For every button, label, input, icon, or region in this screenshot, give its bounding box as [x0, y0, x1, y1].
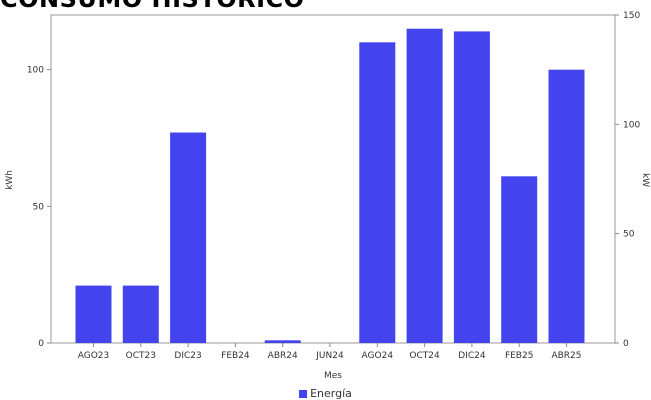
legend-swatch: [299, 390, 308, 398]
chart-title: CONSUMO HISTÓRICO: [0, 0, 305, 13]
x-tick-label: AGO24: [362, 351, 394, 361]
bars-group: [75, 28, 585, 344]
y-axis-right-title: kW: [640, 173, 650, 187]
y-right-tick-label: 100: [623, 120, 640, 130]
x-tick-label: OCT24: [409, 351, 440, 361]
y-right-tick-label: 150: [623, 11, 640, 21]
y-right-tick-label: 0: [623, 339, 629, 349]
x-tick-label: OCT23: [126, 351, 156, 361]
x-tick-label: AGO23: [78, 351, 110, 361]
bar-feb25: [501, 176, 538, 343]
x-tick-label: FEB25: [505, 351, 534, 361]
x-tick-label: JUN24: [315, 351, 344, 361]
y-axis-left: 0 50 100: [27, 66, 51, 349]
bar-dic23: [170, 132, 207, 343]
legend-label: Energía: [310, 387, 352, 400]
bar-oct24: [406, 28, 443, 343]
bar-abr25: [548, 69, 585, 343]
y-left-tick-label: 0: [38, 339, 44, 349]
x-axis: AGO23 OCT23 DIC23 FEB24 ABR24 JUN24 AGO24 OCT24…: [78, 343, 582, 361]
y-left-tick-label: 50: [33, 202, 45, 212]
bar-ago24: [359, 42, 396, 344]
legend: Energía: [0, 387, 651, 400]
bar-ago23: [75, 285, 112, 343]
y-axis-right: 0 50 100 150: [615, 11, 640, 349]
y-right-tick-label: 50: [623, 230, 635, 240]
bar-dic24: [453, 31, 490, 344]
y-left-tick-label: 100: [27, 66, 44, 76]
x-tick-label: ABR25: [551, 351, 581, 361]
x-tick-label: FEB24: [221, 351, 250, 361]
bar-abr24: [264, 340, 301, 343]
x-tick-label: DIC23: [174, 351, 201, 361]
bar-oct23: [122, 285, 159, 343]
bar-chart: 0 50 100 0 50 100 150 AGO23 OCT23 DIC23 FEB24 ABR…: [5, 11, 650, 381]
y-axis-left-title: kWh: [5, 170, 15, 190]
x-tick-label: ABR24: [268, 351, 298, 361]
x-tick-label: DIC24: [458, 351, 486, 361]
x-axis-title: Mes: [324, 371, 342, 381]
